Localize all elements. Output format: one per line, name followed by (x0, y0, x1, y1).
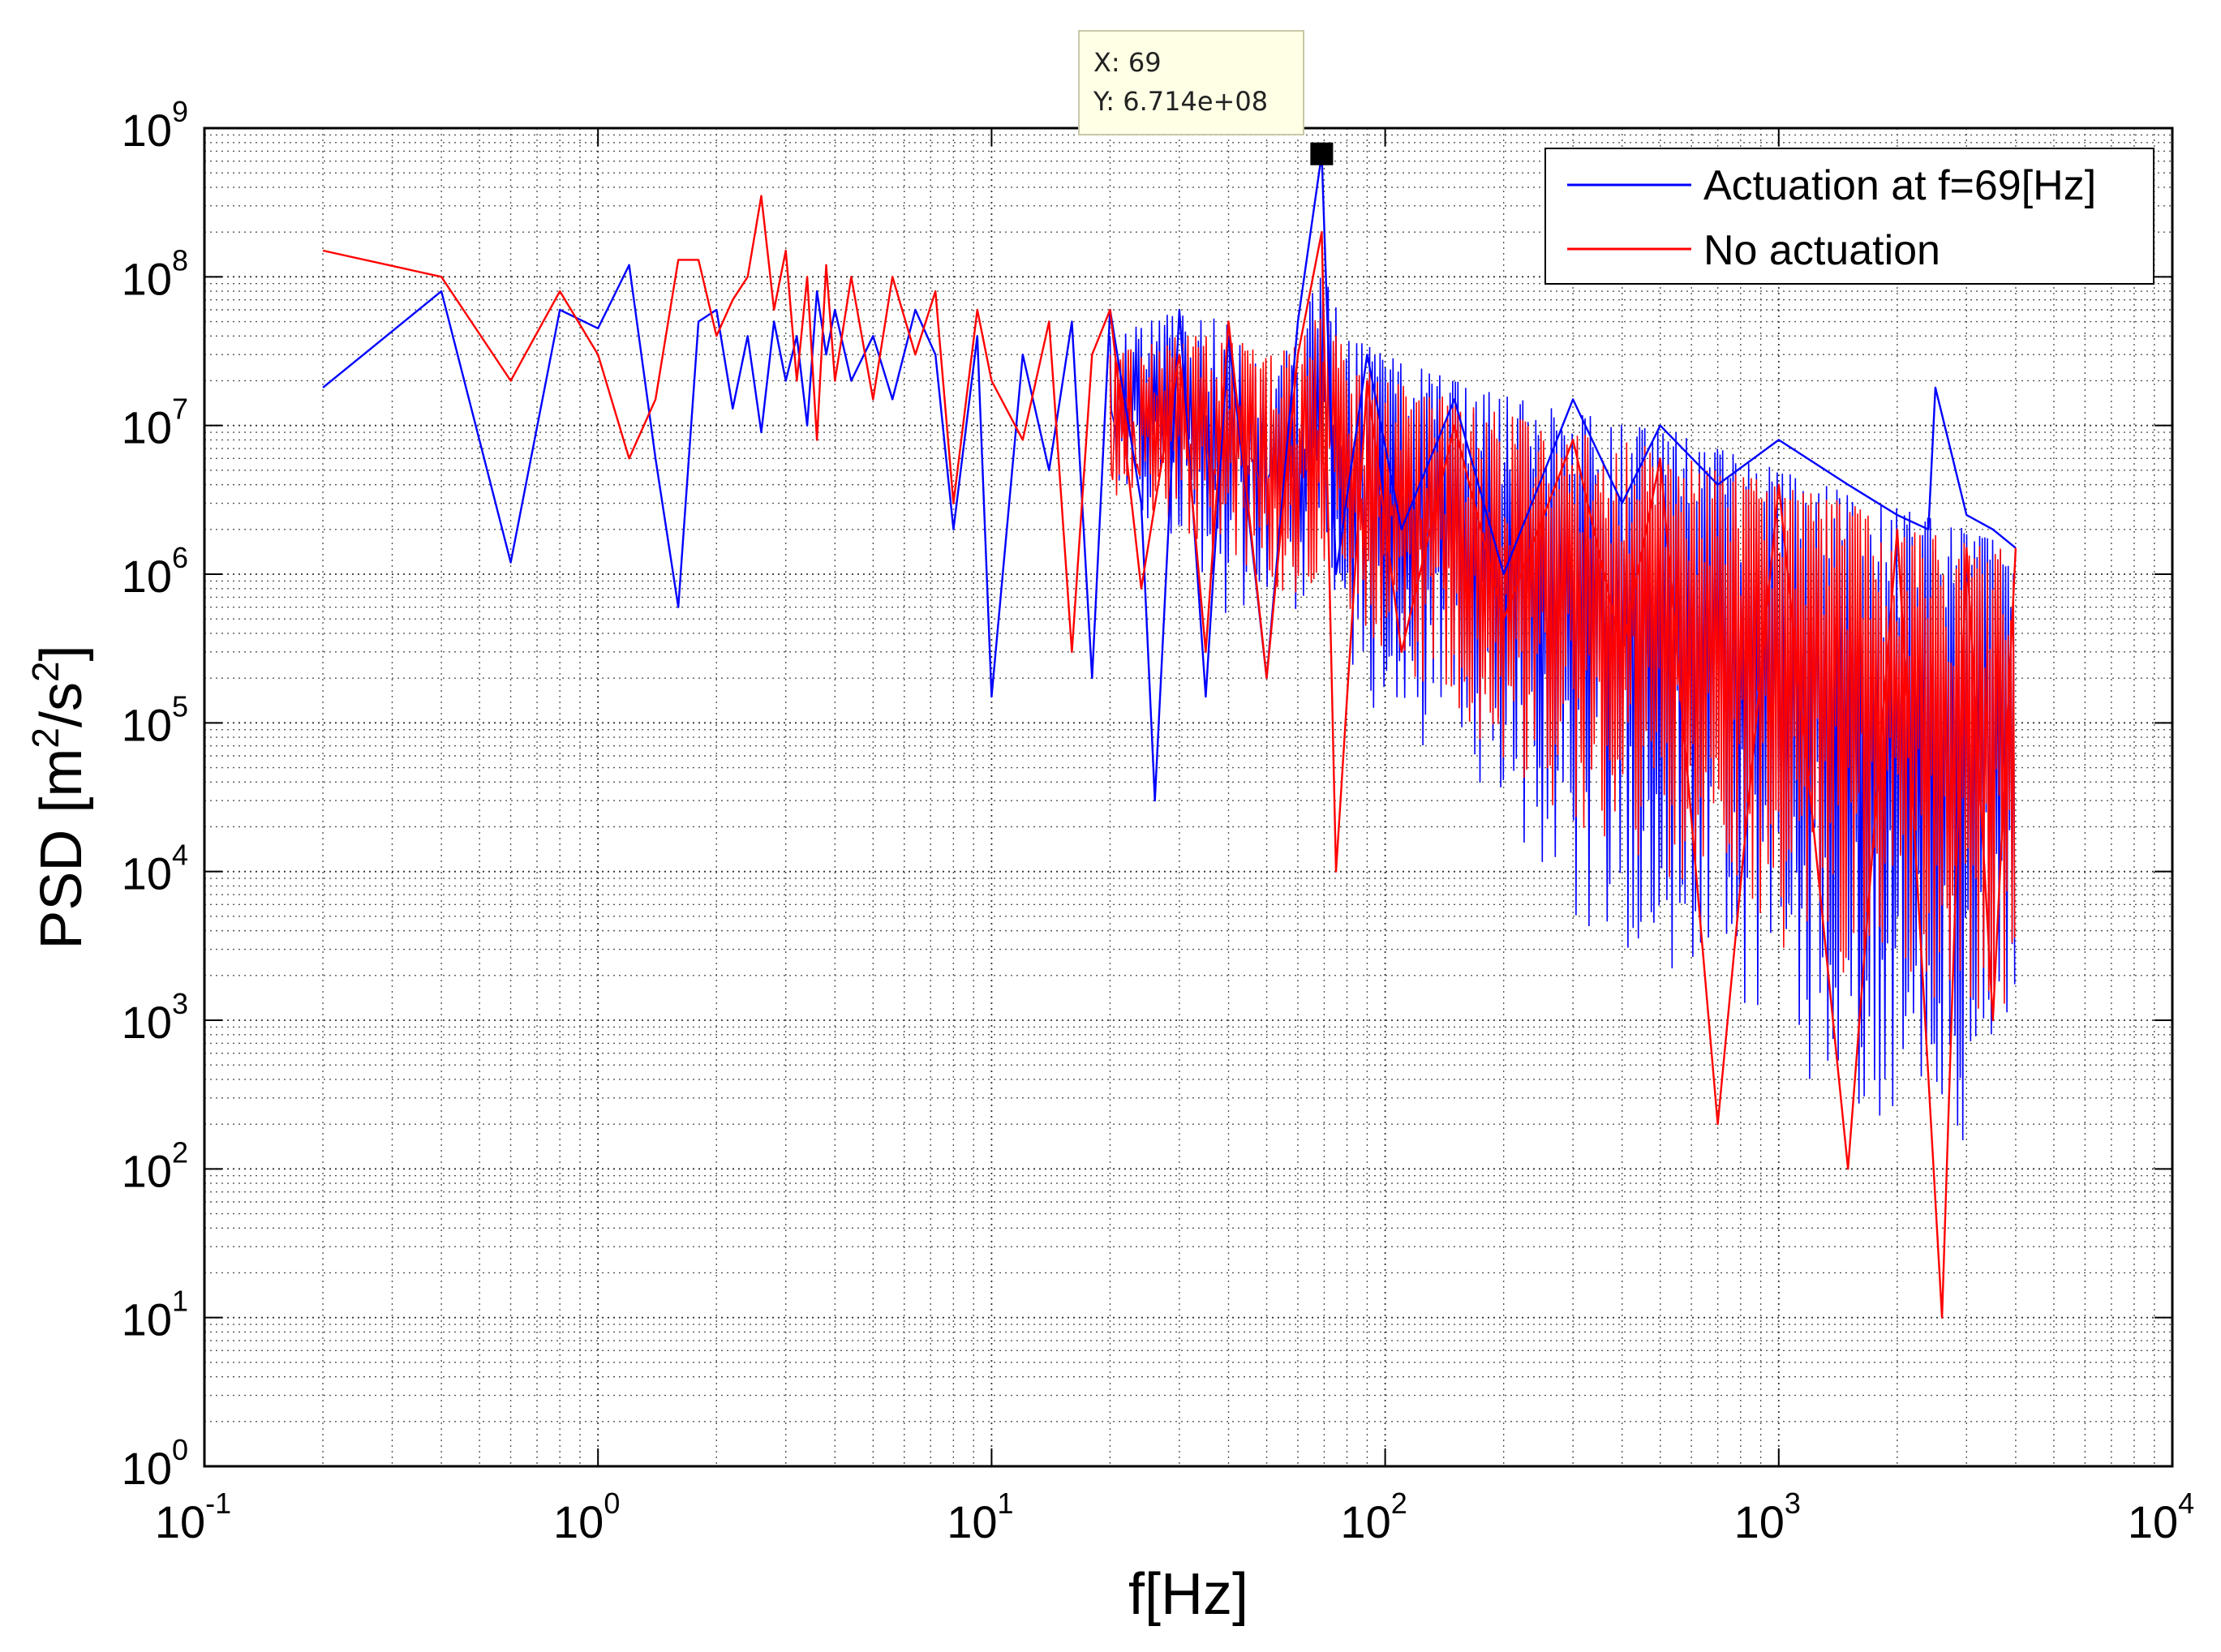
y-tick-label: 101 (122, 1285, 188, 1345)
legend-box (1544, 148, 2154, 285)
x-tick-label: 100 (553, 1487, 620, 1547)
tick-exponent: 1 (998, 1487, 1014, 1520)
tick-base: 10 (122, 1294, 172, 1345)
tick-base: 10 (122, 105, 172, 156)
tick-exponent: 6 (172, 541, 188, 574)
tick-base: 10 (155, 1496, 205, 1547)
tick-base: 10 (2128, 1496, 2178, 1547)
tick-exponent: 2 (172, 1135, 188, 1169)
tick-base: 10 (1734, 1496, 1785, 1547)
tick-base: 10 (947, 1496, 997, 1547)
data-tip-x: X: 69 (1093, 47, 1162, 78)
x-tick-label: 101 (947, 1487, 1013, 1547)
tick-base: 10 (122, 1145, 172, 1196)
tick-exponent: 3 (1785, 1487, 1801, 1520)
tick-base: 10 (122, 253, 172, 304)
series-no-actuation-band (1109, 318, 2016, 1009)
y-tick-label: 108 (122, 243, 188, 304)
x-axis-label: f[Hz] (1128, 1562, 1248, 1627)
x-tick-label: 102 (1340, 1487, 1407, 1547)
tick-exponent: 2 (1391, 1487, 1407, 1520)
series-no-actuation-trace (322, 195, 2017, 1319)
series-no-actuation-noise-trace (1109, 318, 2016, 1009)
series-actuation-trace (322, 152, 2017, 802)
tick-exponent: 9 (172, 95, 188, 128)
y-axis-label: PSD [m2/s2] (24, 645, 94, 949)
y-tick-label: 109 (122, 95, 188, 156)
data-tip-box (1078, 30, 1304, 135)
tick-base: 10 (1340, 1496, 1390, 1547)
x-tick-label: 104 (2128, 1487, 2194, 1547)
data-tip-y: Y: 6.714e+08 (1093, 86, 1268, 117)
tick-base: 10 (122, 699, 172, 750)
tick-exponent: 4 (2178, 1487, 2194, 1520)
tick-base: 10 (122, 551, 172, 602)
y-tick-label: 103 (122, 987, 188, 1048)
tick-exponent: 0 (604, 1487, 620, 1520)
y-tick-label: 102 (122, 1135, 188, 1196)
tick-exponent: 4 (172, 839, 188, 872)
data-tip-marker[interactable] (1310, 142, 1334, 165)
legend-label-no-actuation: No actuation (1703, 227, 1940, 274)
y-tick-label: 106 (122, 541, 188, 602)
tick-exponent: 0 (172, 1433, 188, 1466)
tick-base: 10 (122, 402, 172, 453)
y-tick-label: 107 (122, 393, 188, 453)
series-actuation-line (322, 152, 2017, 802)
legend-label-actuation: Actuation at f=69[Hz] (1703, 162, 2096, 209)
x-tick-label: 10-1 (155, 1487, 231, 1547)
y-tick-label: 105 (122, 689, 188, 750)
y-tick-label: 104 (122, 839, 188, 899)
y-tick-label: 100 (122, 1433, 188, 1494)
data-tip[interactable]: X: 69 Y: 6.714e+08 (1078, 30, 1334, 165)
tick-exponent: 1 (172, 1285, 188, 1318)
tick-exponent: -1 (205, 1487, 231, 1520)
tick-base: 10 (122, 997, 172, 1048)
axis-ticks (204, 127, 2173, 1467)
series-no-actuation-line (322, 195, 2017, 1319)
tick-exponent: 7 (172, 393, 188, 426)
tick-exponent: 5 (172, 689, 188, 723)
tick-base: 10 (122, 848, 172, 899)
legend: Actuation at f=69[Hz] No actuation (1544, 148, 2154, 285)
tick-exponent: 8 (172, 243, 188, 277)
tick-base: 10 (122, 1443, 172, 1494)
tick-base: 10 (553, 1496, 604, 1547)
x-tick-label: 103 (1734, 1487, 1801, 1547)
x-tick-labels: 10-1 100 101 102 103 104 (155, 1487, 2194, 1547)
tick-exponent: 3 (172, 987, 188, 1020)
